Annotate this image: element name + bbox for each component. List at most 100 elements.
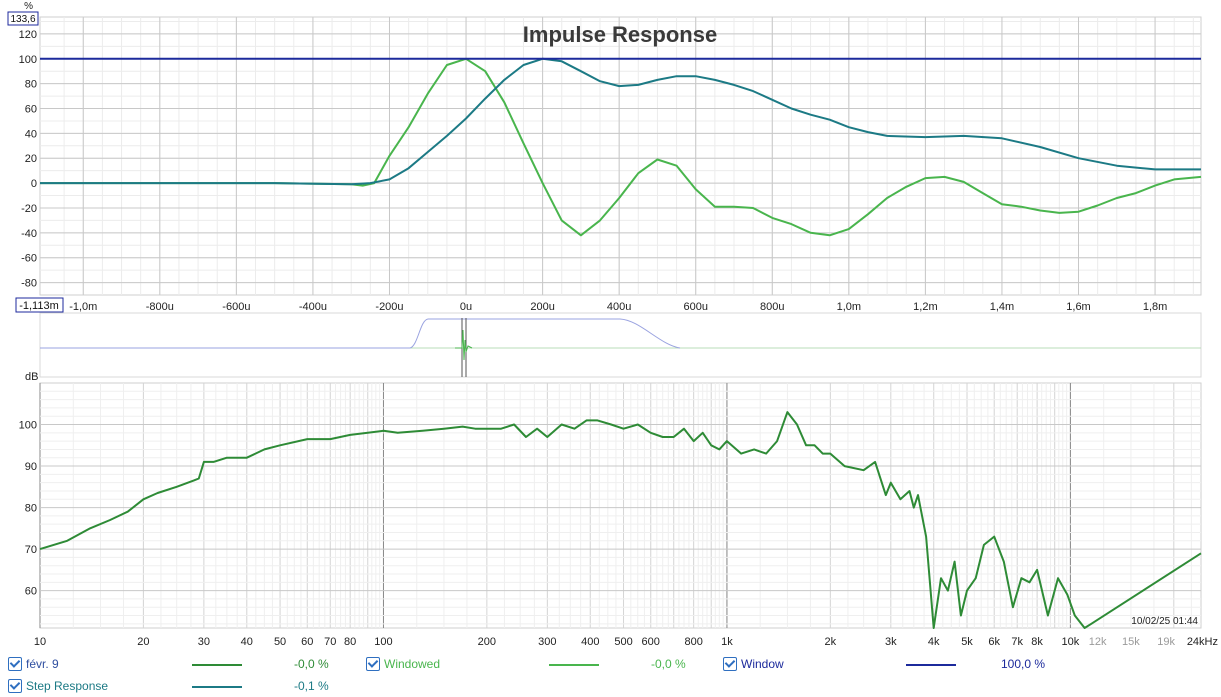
legend-value: -0,0 %: [294, 657, 329, 671]
x-tick-label: 24kHz: [1187, 636, 1218, 648]
x-tick-label: 1,2m: [913, 301, 937, 313]
y-axis-label: dB: [25, 371, 38, 383]
x-tick-label: 7k: [1011, 636, 1023, 648]
y-tick-label: -80: [21, 278, 37, 290]
x-tick-label: 19k: [1157, 636, 1175, 648]
series-line-windowed: [40, 57, 1202, 237]
y-tick-label: 60: [25, 104, 37, 116]
x-tick-label: 200: [478, 636, 496, 648]
overview-window-curve: [40, 318, 681, 349]
x-tick-label: 15k: [1122, 636, 1140, 648]
legend-checkbox[interactable]: [8, 657, 22, 671]
y-tick-label: 40: [25, 128, 37, 140]
series-line-fevr-9: [39, 411, 1202, 629]
x-tick-label: 300: [538, 636, 556, 648]
legend-value: -0,1 %: [294, 679, 329, 693]
x-tick-label: 70: [324, 636, 336, 648]
y-axis-label: %: [24, 1, 33, 12]
x-tick-label: 800: [684, 636, 702, 648]
frequency-response-panel: 100 90 80 70 60 10 20 30 40 50 60 70 80 100 200 300 400 5…: [19, 371, 1218, 648]
legend-checkbox[interactable]: [8, 679, 22, 693]
y-tick-label: 20: [25, 153, 37, 165]
x-tick-label: 0u: [460, 301, 472, 313]
x-tick-label: -1,0m: [69, 301, 97, 313]
legend-item-fevr-9[interactable]: févr. 9 -0,0 %: [8, 654, 348, 674]
x-tick-label: -200u: [375, 301, 403, 313]
y-tick-label: 70: [25, 544, 37, 556]
legend-checkbox[interactable]: [723, 657, 737, 671]
x-tick-label: -800u: [146, 301, 174, 313]
y-tick-label: 100: [19, 420, 37, 432]
y-tick-label: 100: [19, 54, 37, 66]
legend-swatch: [192, 686, 242, 688]
impulse-response-panel: -1,0m -800u -600u -400u -200u 0u 200u 400u 600u 8…: [7, 1, 1202, 313]
y-top-readout: 133,6: [10, 14, 35, 25]
series-line-step-response: [40, 57, 1201, 186]
window-overview-panel: [39, 312, 1202, 378]
legend-item-step-response[interactable]: Step Response -0,1 %: [8, 676, 348, 696]
x-tick-label: 2k: [825, 636, 837, 648]
x-tick-label: 200u: [530, 301, 554, 313]
x-tick-label: 400: [581, 636, 599, 648]
x-tick-label: 600: [642, 636, 660, 648]
x-tick-label: 10: [34, 636, 46, 648]
x-tick-label: 6k: [988, 636, 1000, 648]
x-tick-label: 20: [137, 636, 149, 648]
legend-swatch: [192, 664, 242, 666]
y-tick-label: 0: [31, 178, 37, 190]
legend-label: févr. 9: [26, 657, 59, 671]
y-tick-label: 80: [25, 503, 37, 515]
plot-frame: [39, 382, 1202, 629]
x-tick-label: 3k: [885, 636, 897, 648]
x-tick-label: 5k: [961, 636, 973, 648]
y-tick-label: -20: [21, 203, 37, 215]
x-tick-label: 50: [274, 636, 286, 648]
y-tick-label: 120: [19, 29, 37, 41]
x-tick-label: 30: [198, 636, 210, 648]
legend-item-window[interactable]: Window 100,0 %: [723, 654, 1063, 674]
x-tick-label: 60: [301, 636, 313, 648]
x-tick-label: 100: [374, 636, 392, 648]
chart-area: -1,0m -800u -600u -400u -200u 0u 200u 400u 600u 8…: [7, 1, 1218, 648]
x-tick-label: 12k: [1089, 636, 1107, 648]
y-tick-label: 80: [25, 79, 37, 91]
legend-value: -0,0 %: [651, 657, 686, 671]
x-tick-label: 4k: [928, 636, 940, 648]
x-tick-label: 800u: [760, 301, 784, 313]
x-left-readout: -1,113m: [19, 300, 59, 312]
y-tick-label: 60: [25, 586, 37, 598]
x-tick-label: -400u: [299, 301, 327, 313]
legend-label: Step Response: [26, 679, 109, 693]
x-left-readout-box: [15, 297, 64, 313]
window-overview-border: [39, 312, 1202, 378]
x-tick-label: 1,0m: [837, 301, 861, 313]
legend-label: Window: [741, 657, 784, 671]
legend-swatch: [906, 664, 956, 666]
x-tick-label: -600u: [222, 301, 250, 313]
legend-swatch: [549, 664, 599, 666]
x-tick-label: 1k: [721, 636, 733, 648]
y-tick-label: -40: [21, 228, 37, 240]
legend-value: 100,0 %: [1001, 657, 1046, 671]
legend-item-windowed[interactable]: Windowed -0,0 %: [366, 654, 706, 674]
x-tick-label: 10k: [1062, 636, 1080, 648]
x-tick-label: 1,4m: [990, 301, 1014, 313]
x-tick-label: 1,8m: [1143, 301, 1167, 313]
legend-label: Windowed: [384, 657, 441, 671]
x-tick-label: 500: [614, 636, 632, 648]
x-tick-label: 600u: [683, 301, 707, 313]
x-tick-label: 1,6m: [1066, 301, 1090, 313]
y-tick-label: 90: [25, 461, 37, 473]
plot-frame: [39, 16, 1202, 296]
legend-checkbox[interactable]: [366, 657, 380, 671]
overview-impulse-trace: [455, 329, 473, 361]
chart-title: Impulse Response: [523, 22, 717, 47]
x-tick-label: 40: [241, 636, 253, 648]
legend: févr. 9 -0,0 % Windowed -0,0 % Window 10…: [0, 652, 1221, 697]
x-tick-label: 400u: [607, 301, 631, 313]
x-tick-label: 8k: [1031, 636, 1043, 648]
timestamp: 10/02/25 01:44: [1131, 616, 1198, 627]
y-top-readout-box: [7, 11, 39, 26]
x-tick-label: 80: [344, 636, 356, 648]
y-tick-label: -60: [21, 253, 37, 265]
